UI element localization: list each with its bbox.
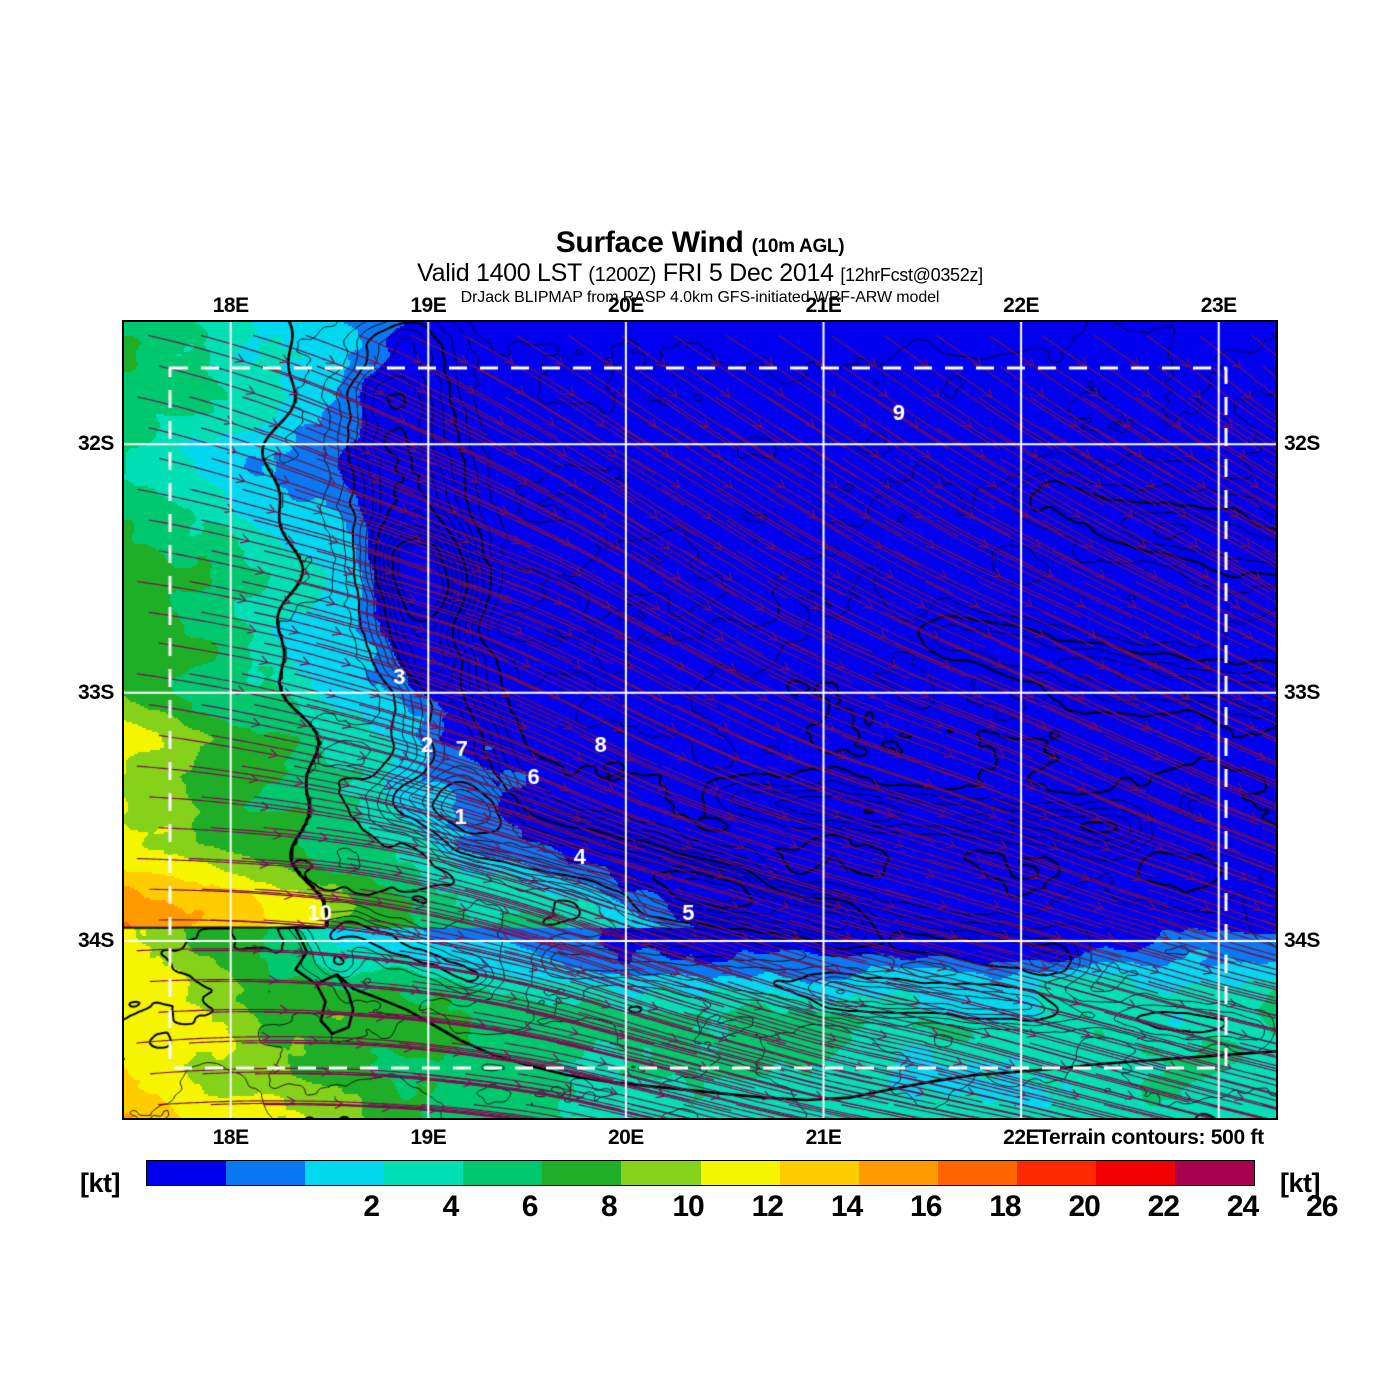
wind-field-map[interactable] xyxy=(122,320,1278,1120)
colorbar-band-2 xyxy=(305,1161,385,1185)
colorbar-band-4 xyxy=(463,1161,543,1185)
lat-label-left-33S: 33S xyxy=(78,680,114,704)
lon-label-bottom-20E: 20E xyxy=(607,1126,644,1149)
terrain-contour-note: Terrain contours: 500 ft xyxy=(1038,1126,1264,1149)
valid-date: FRI 5 Dec 2014 xyxy=(662,259,834,287)
colorbar-band-7 xyxy=(700,1161,780,1185)
colorbar-tick-2: 2 xyxy=(363,1190,380,1223)
lon-label-bottom-22E: 22E xyxy=(1003,1126,1040,1149)
colorbar-tick-8: 8 xyxy=(601,1190,618,1223)
lon-label-bottom-21E: 21E xyxy=(805,1126,842,1149)
colorbar-band-10 xyxy=(937,1161,1017,1185)
colorbar-tick-16: 16 xyxy=(910,1190,942,1223)
title-main-sub: (10m AGL) xyxy=(751,236,845,257)
colorbar-unit-left: [kt] xyxy=(80,1168,121,1198)
colorbar-band-0 xyxy=(147,1161,227,1185)
valid-prefix: Valid 1400 LST xyxy=(417,259,582,287)
lon-label-bottom-18E: 18E xyxy=(212,1126,249,1149)
lon-label-top-23E: 23E xyxy=(1200,294,1237,317)
colorbar-tick-4: 4 xyxy=(442,1190,460,1223)
colorbar-band-13 xyxy=(1175,1161,1255,1185)
colorbar[interactable]: 2 4 6 8 10 12 14 16 18 20 22 24 26 xyxy=(146,1160,1338,1223)
lon-label-top-19E: 19E xyxy=(410,294,447,317)
colorbar-tick-20: 20 xyxy=(1068,1190,1100,1223)
title-block: Surface Wind (10m AGL) Valid 1400 LST (1… xyxy=(0,228,1400,307)
colorbar-band-8 xyxy=(779,1161,859,1185)
colorbar-tick-12: 12 xyxy=(751,1190,784,1223)
colorbar-band-6 xyxy=(621,1161,701,1185)
colorbar-unit-right: [kt] xyxy=(1280,1168,1321,1198)
lat-label-left-32S: 32S xyxy=(78,432,114,456)
lat-label-left-34S: 34S xyxy=(78,929,114,953)
lon-label-top-21E: 21E xyxy=(805,294,842,317)
colorbar-tick-10: 10 xyxy=(672,1190,704,1223)
colorbar-tick-14: 14 xyxy=(830,1190,863,1223)
colorbar-tick-24: 24 xyxy=(1226,1190,1259,1223)
lon-label-top-18E: 18E xyxy=(212,294,249,317)
lon-label-bottom-19E: 19E xyxy=(410,1126,447,1149)
colorbar-tick-26: 26 xyxy=(1306,1190,1338,1223)
colorbar-gradient xyxy=(146,1160,1255,1186)
model-source-line: DrJack BLIPMAP from RASP 4.0km GFS-initi… xyxy=(460,288,940,306)
lat-label-right-33S: 33S xyxy=(1284,680,1320,704)
colorbar-tick-22: 22 xyxy=(1147,1190,1180,1223)
colorbar-band-1 xyxy=(226,1161,306,1185)
chart-subtitle: Valid 1400 LST (1200Z) FRI 5 Dec 2014 [1… xyxy=(0,259,1400,288)
title-main: Surface Wind xyxy=(555,226,744,259)
valid-zulu: (1200Z) xyxy=(588,264,657,286)
colorbar-band-9 xyxy=(858,1161,938,1185)
chart-title: Surface Wind (10m AGL) xyxy=(0,228,1400,258)
lat-label-right-34S: 34S xyxy=(1284,929,1320,953)
colorbar-band-11 xyxy=(1016,1161,1096,1185)
lon-label-top-20E: 20E xyxy=(607,294,644,317)
map-panel[interactable] xyxy=(122,320,1278,1120)
forecast-tag: [12hrFcst@0352z] xyxy=(840,265,983,285)
lat-label-right-32S: 32S xyxy=(1284,432,1320,456)
colorbar-band-5 xyxy=(542,1161,622,1185)
colorbar-band-12 xyxy=(1095,1161,1176,1185)
colorbar-tick-18: 18 xyxy=(989,1190,1021,1223)
lon-label-top-22E: 22E xyxy=(1003,294,1040,317)
colorbar-band-3 xyxy=(384,1161,464,1185)
colorbar-tick-6: 6 xyxy=(521,1190,539,1223)
